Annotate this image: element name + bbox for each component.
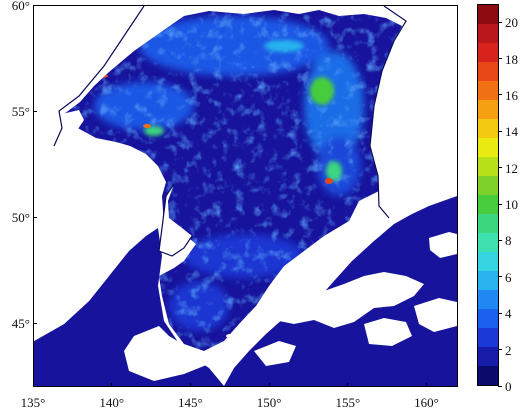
land-mainland-south [34, 146, 129, 341]
lat-label: 60° [11, 0, 30, 13]
colorbar-segment [478, 100, 498, 119]
colorbar-label: 12 [505, 160, 518, 176]
lon-tick [268, 383, 270, 387]
colorbar-segment [478, 157, 498, 176]
lat-tick [33, 322, 37, 324]
colorbar-segment [478, 309, 498, 328]
colorbar-tick [498, 94, 502, 96]
colorbar-tick [498, 167, 502, 169]
colorbar-tick [498, 130, 502, 132]
colorbar-segment [478, 24, 498, 43]
chlorophyll-map [34, 6, 457, 386]
colorbar-tick [498, 385, 502, 387]
colorbar-label: 10 [505, 197, 518, 213]
lon-tick [426, 383, 428, 387]
lon-tick [347, 383, 349, 387]
colorbar [477, 4, 499, 386]
colorbar-tick [498, 239, 502, 241]
lat-label: 45° [11, 316, 30, 332]
lon-label: 155° [335, 395, 361, 410]
colorbar-segment [478, 252, 498, 271]
land-hokkaido [124, 326, 239, 381]
lat-tick [33, 110, 37, 112]
colorbar-label: 16 [505, 87, 518, 103]
lat-tick [33, 216, 37, 218]
colorbar-tick [498, 349, 502, 351]
colorbar-tick [498, 312, 502, 314]
colorbar-label: 4 [505, 306, 512, 322]
lon-label: 135° [20, 395, 46, 410]
lon-tick [189, 383, 191, 387]
colorbar-segment [478, 81, 498, 100]
colorbar-segment [478, 214, 498, 233]
colorbar-segment [478, 195, 498, 214]
lon-label: 150° [256, 395, 282, 410]
lat-label: 55° [11, 104, 30, 120]
colorbar-segment [478, 43, 498, 62]
land-kamchatka [370, 6, 457, 218]
colorbar-label: 14 [505, 124, 518, 140]
lon-label: 140° [99, 395, 125, 410]
lon-tick [32, 383, 34, 387]
colorbar-tick [498, 58, 502, 60]
lon-label: 160° [414, 395, 439, 410]
kuril-islands [226, 234, 357, 338]
land-asia [34, 6, 144, 156]
colorbar-segment [478, 62, 498, 81]
colorbar-label: 20 [505, 15, 518, 31]
ice-patch [62, 110, 84, 132]
colorbar-label: 18 [505, 51, 518, 67]
map-frame [33, 5, 458, 387]
colorbar-segment [478, 119, 498, 138]
colorbar-label: 8 [505, 233, 512, 249]
lon-tick [111, 383, 113, 387]
colorbar-segment [478, 290, 498, 309]
colorbar-label: 2 [505, 342, 512, 358]
coastlines [53, 6, 407, 257]
colorbar-segment [478, 347, 498, 366]
colorbar-segment [478, 328, 498, 347]
colorbar-segment [478, 138, 498, 157]
colorbar-segment [478, 5, 498, 24]
colorbar-label: 6 [505, 269, 512, 285]
colorbar-segment [478, 366, 498, 385]
colorbar-segment [478, 271, 498, 290]
lat-tick [33, 4, 37, 6]
colorbar-segment [478, 176, 498, 195]
land-sakhalin [159, 184, 192, 256]
colorbar-segment [478, 233, 498, 252]
colorbar-tick [498, 276, 502, 278]
colorbar-label: 0 [505, 379, 512, 394]
colorbar-tick [498, 203, 502, 205]
cloud-gaps [254, 232, 457, 366]
lon-label: 145° [178, 395, 203, 410]
colorbar-tick [498, 21, 502, 23]
lat-label: 50° [11, 210, 30, 226]
